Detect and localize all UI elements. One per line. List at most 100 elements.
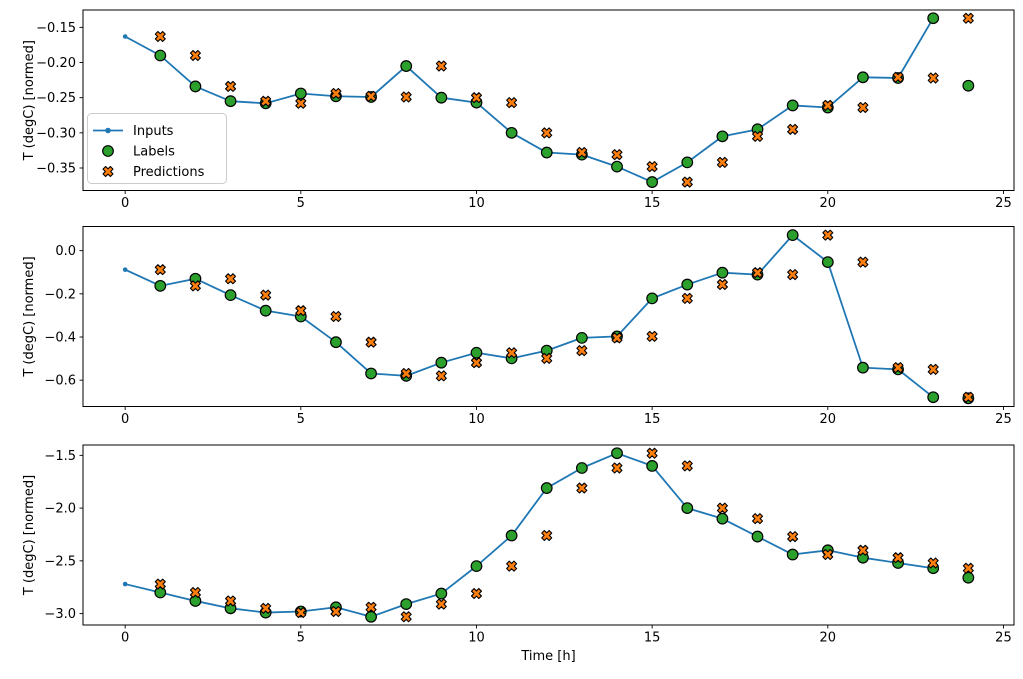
labels-marker bbox=[365, 610, 377, 623]
predictions-marker bbox=[857, 544, 869, 556]
y-tick-label: −0.2 bbox=[44, 287, 76, 302]
legend-labels-marker bbox=[102, 145, 114, 157]
predictions-marker bbox=[927, 363, 939, 375]
inputs-marker bbox=[122, 581, 128, 587]
predictions-marker bbox=[751, 513, 764, 525]
x-tick-label: 15 bbox=[644, 196, 661, 211]
predictions-marker bbox=[506, 347, 518, 359]
predictions-marker bbox=[787, 123, 799, 135]
predictions-marker bbox=[892, 362, 904, 374]
labels-marker bbox=[505, 126, 518, 139]
axes-frame bbox=[82, 444, 1015, 626]
predictions-marker bbox=[576, 146, 588, 159]
inputs-marker bbox=[122, 267, 128, 272]
axes-frame bbox=[82, 9, 1015, 191]
labels-marker bbox=[435, 356, 448, 369]
predictions-marker bbox=[681, 176, 693, 188]
labels-marker bbox=[330, 336, 342, 349]
predictions-marker bbox=[646, 330, 658, 342]
predictions-marker bbox=[541, 352, 553, 364]
predictions-marker bbox=[435, 598, 447, 610]
labels-marker bbox=[962, 571, 975, 584]
predictions-marker bbox=[260, 602, 272, 614]
axes-frame bbox=[82, 226, 1015, 407]
predictions-marker bbox=[611, 149, 623, 161]
x-tick-label: 25 bbox=[995, 196, 1012, 211]
labels-marker bbox=[470, 346, 483, 359]
x-tick-label: 15 bbox=[644, 412, 661, 427]
predictions-marker bbox=[576, 482, 588, 494]
labels-marker bbox=[365, 367, 377, 380]
labels-marker bbox=[716, 130, 729, 143]
predictions-marker bbox=[822, 548, 834, 561]
predictions-marker bbox=[857, 256, 869, 268]
y-axis-label: T (degC) [normed] bbox=[22, 40, 37, 161]
labels-marker bbox=[540, 482, 553, 494]
labels-marker bbox=[259, 304, 272, 317]
y-tick-label: −0.25 bbox=[36, 91, 76, 106]
predictions-marker bbox=[611, 462, 623, 474]
x-tick-label: 10 bbox=[468, 196, 485, 211]
labels-marker bbox=[154, 49, 167, 62]
predictions-marker bbox=[646, 161, 658, 173]
labels-marker bbox=[400, 598, 413, 611]
predictions-marker bbox=[787, 531, 799, 543]
inputs-line bbox=[124, 234, 934, 398]
y-tick-label: −2.0 bbox=[44, 502, 76, 517]
axis-ticks: 0 5 10 15 20 25 0.0 −0.2 −0.4 −0.6 bbox=[44, 244, 1011, 427]
predictions-marker bbox=[365, 336, 377, 348]
x-tick-label: 20 bbox=[820, 196, 837, 211]
predictions-marker bbox=[435, 60, 447, 72]
labels-marker bbox=[189, 595, 202, 607]
legend-label-predictions: Predictions bbox=[133, 165, 205, 180]
predictions-marker bbox=[506, 97, 518, 109]
subplot-1: 0 5 10 15 20 25 −0.15 −0.20 −0.25 −0.30 −0.35T (de… bbox=[22, 9, 1015, 211]
labels-marker bbox=[189, 80, 202, 93]
labels-marker bbox=[786, 99, 799, 112]
predictions-marker bbox=[646, 447, 658, 459]
y-axis-label: T (degC) [normed] bbox=[22, 475, 37, 596]
labels-marker bbox=[400, 60, 413, 72]
labels-marker bbox=[857, 71, 869, 84]
labels-marker bbox=[786, 229, 799, 242]
x-tick-label: 20 bbox=[820, 631, 837, 646]
x-tick-label: 25 bbox=[995, 631, 1012, 646]
y-tick-label: −0.20 bbox=[36, 56, 76, 71]
x-tick-label: 0 bbox=[121, 631, 129, 646]
inputs-line bbox=[124, 452, 934, 618]
labels-marker bbox=[154, 586, 167, 599]
predictions-marker bbox=[330, 87, 342, 99]
predictions-marker bbox=[892, 71, 904, 83]
labels-marker bbox=[224, 289, 237, 302]
labels-marker bbox=[962, 79, 975, 92]
predictions-marker bbox=[892, 552, 904, 564]
legend-inputs-dot bbox=[105, 127, 111, 134]
labels-marker bbox=[857, 361, 869, 374]
labels-marker bbox=[751, 530, 764, 543]
predictions-marker bbox=[225, 80, 237, 92]
predictions-marker bbox=[506, 560, 518, 572]
labels-marker bbox=[224, 95, 237, 108]
x-tick-label: 5 bbox=[297, 196, 305, 211]
labels-marker bbox=[575, 462, 588, 474]
predictions-marker bbox=[260, 289, 272, 301]
labels-marker bbox=[611, 160, 623, 173]
predictions-marker bbox=[681, 460, 693, 472]
predictions-marker bbox=[962, 12, 974, 24]
predictions-marker bbox=[751, 130, 764, 142]
predictions-marker bbox=[400, 91, 412, 103]
x-tick-label: 10 bbox=[468, 631, 485, 646]
labels-marker bbox=[716, 512, 729, 525]
x-tick-label: 20 bbox=[820, 412, 837, 427]
labels-marker bbox=[540, 146, 553, 159]
predictions-marker bbox=[962, 562, 974, 574]
y-tick-label: −0.6 bbox=[44, 374, 76, 389]
predictions-marker bbox=[295, 97, 307, 109]
labels-marker bbox=[821, 256, 834, 269]
labels-marker bbox=[435, 91, 448, 104]
inputs-marker bbox=[122, 34, 128, 39]
predictions-marker bbox=[541, 529, 553, 542]
labels-marker bbox=[927, 391, 940, 404]
predictions-marker bbox=[189, 49, 201, 62]
